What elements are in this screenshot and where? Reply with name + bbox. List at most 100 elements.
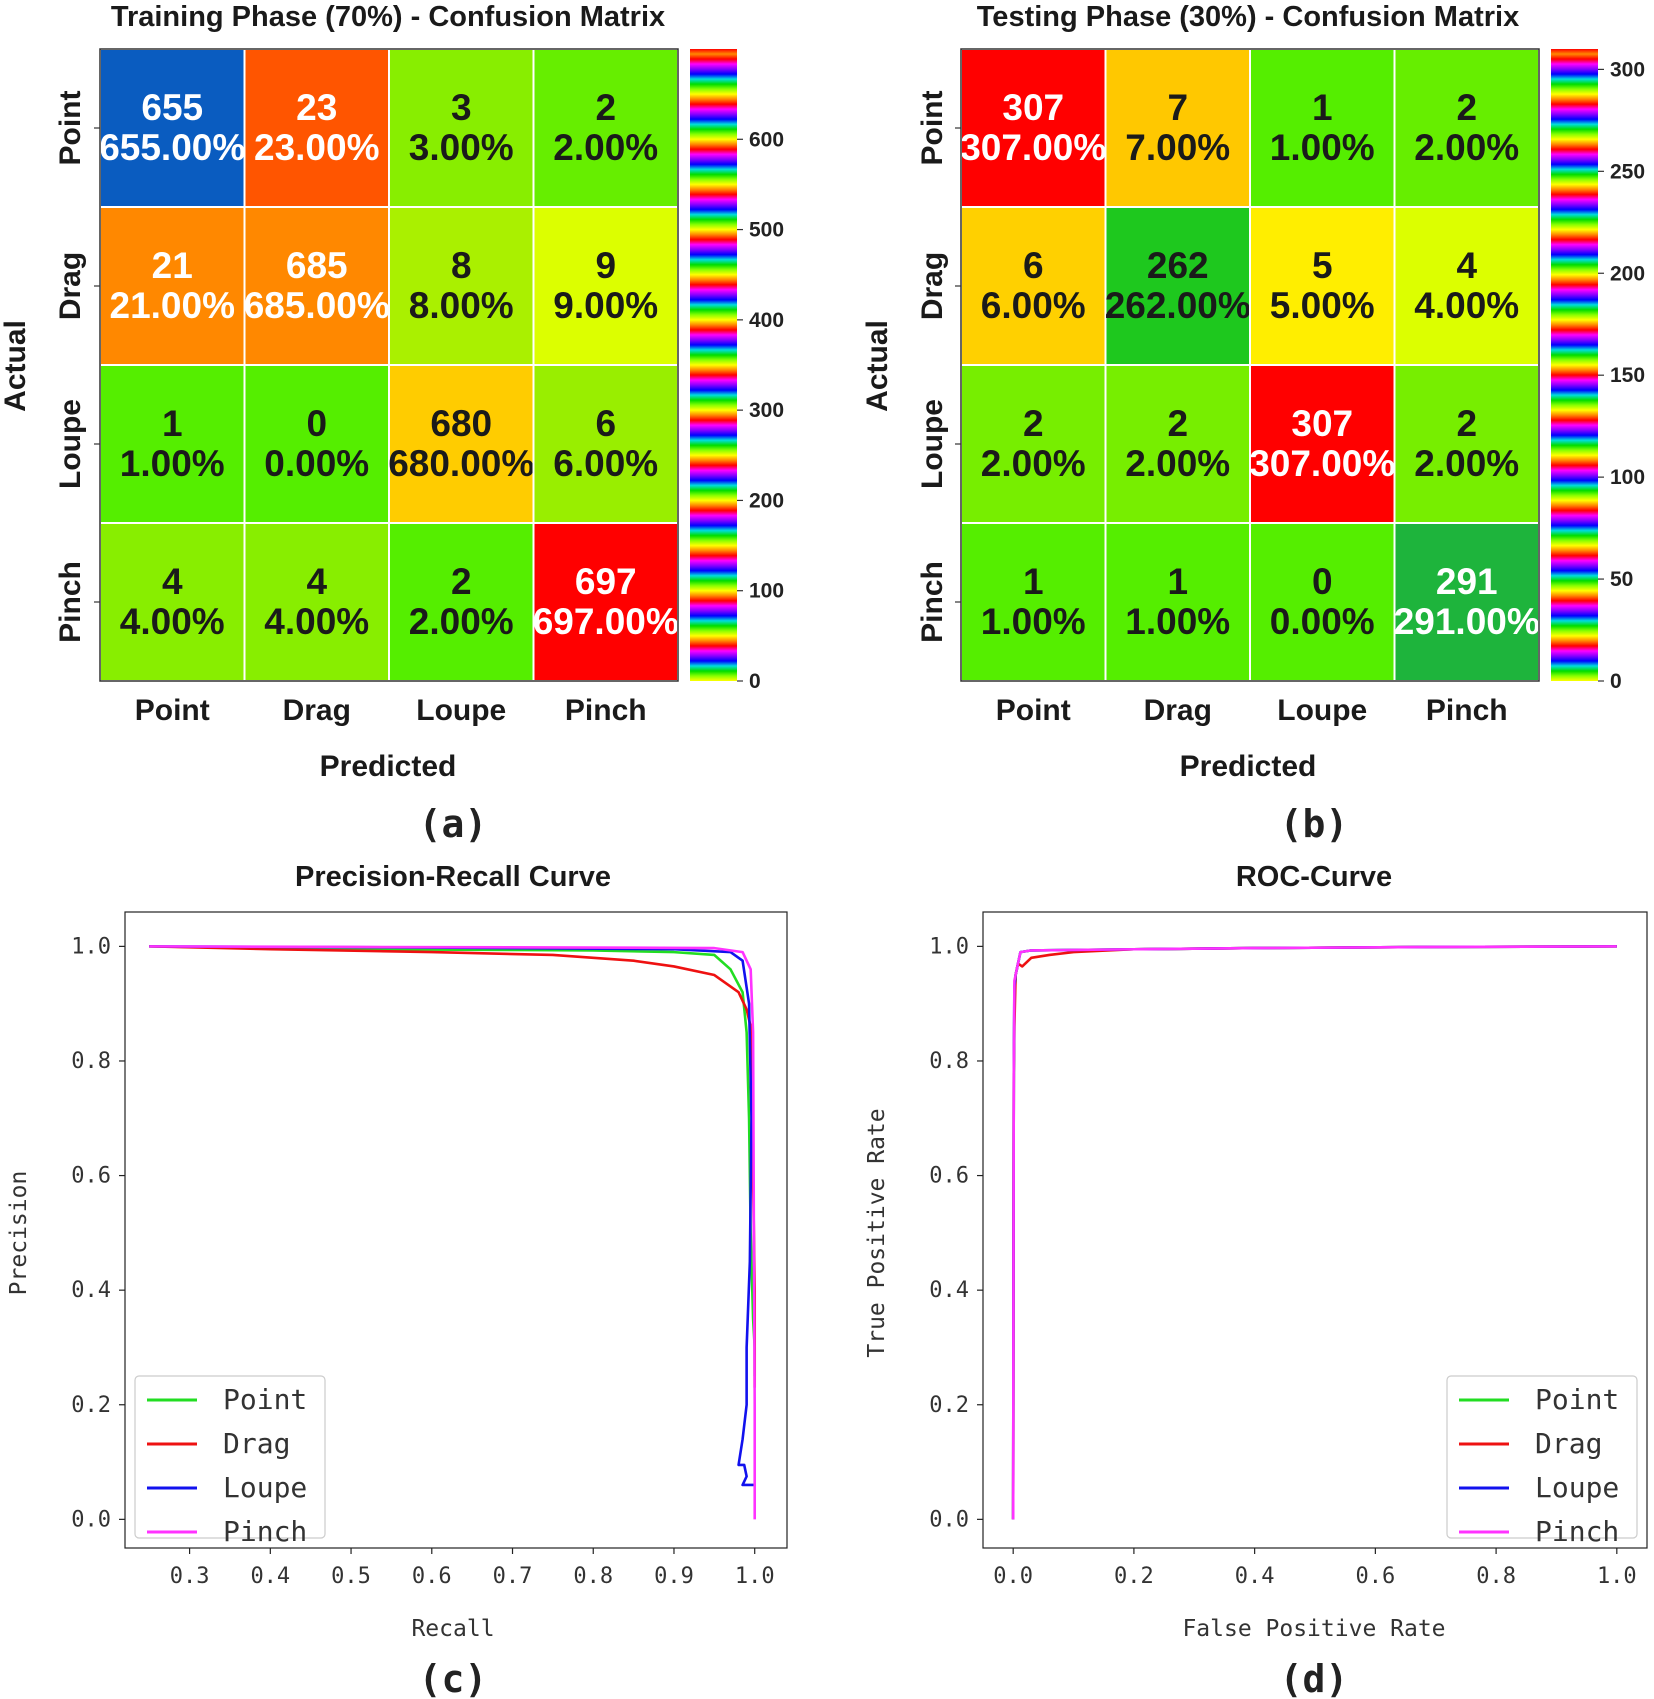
- heatmap-frame: [99, 48, 679, 682]
- y-axis-label-testing: Actual: [861, 320, 894, 412]
- y-tick-label: 0.8: [929, 1049, 969, 1074]
- x-tick-label: Pinch: [1426, 694, 1508, 727]
- x-tick-label: 0.8: [1476, 1564, 1516, 1589]
- colorbar-tick-label: 400: [749, 309, 784, 332]
- x-tick-label: 0.0: [993, 1564, 1033, 1589]
- series-line-loupe: [149, 945, 755, 1487]
- cell-percent-label: 307.00%: [960, 127, 1106, 168]
- cell-count-label: 6: [595, 403, 616, 444]
- cell-percent-label: 9.00%: [553, 285, 658, 326]
- cell-percent-label: 1.00%: [120, 443, 225, 484]
- heatmap-cell: [532, 206, 679, 366]
- colorbar-tick-label: 300: [749, 399, 784, 422]
- cell-percent-label: 8.00%: [409, 285, 514, 326]
- cell-percent-label: 697.00%: [533, 601, 679, 642]
- cell-count-label: 1: [1312, 87, 1333, 128]
- legend: [1446, 1375, 1638, 1539]
- y-tick-label: 1.0: [929, 934, 969, 959]
- heatmap-cell: [1393, 522, 1540, 682]
- y-tick-label: Point: [54, 91, 87, 166]
- legend-label: Drag: [1535, 1427, 1602, 1460]
- x-tick-label: Point: [996, 694, 1071, 727]
- cell-count-label: 4: [1456, 245, 1477, 286]
- colorbar-tick-label: 100: [1610, 466, 1645, 489]
- x-tick-label: Loupe: [416, 694, 506, 727]
- x-tick-label: 0.5: [331, 1564, 371, 1589]
- y-tick-label: 0.2: [71, 1393, 111, 1418]
- cell-percent-label: 4.00%: [1414, 285, 1519, 326]
- heatmap-cell: [243, 48, 390, 208]
- heatmap-cell: [1249, 48, 1396, 208]
- y-tick-label: 0.4: [929, 1278, 969, 1303]
- y-tick-label: 0.6: [929, 1164, 969, 1189]
- y-tick-label: Drag: [54, 252, 87, 320]
- colorbar: [1551, 49, 1598, 681]
- chart-title-training: Training Phase (70%) - Confusion Matrix: [111, 1, 665, 33]
- legend-label: Loupe: [1535, 1471, 1619, 1504]
- legend-label: Pinch: [1535, 1515, 1619, 1548]
- cell-count-label: 2: [1167, 403, 1188, 444]
- colorbar-tick-label: 200: [749, 489, 784, 512]
- x-tick-label: Drag: [283, 694, 351, 727]
- heatmap-cell: [960, 48, 1107, 208]
- confusion-matrix-testing: Testing Phase (30%) - Confusion Matrix P…: [861, 1, 1645, 783]
- cell-percent-label: 0.00%: [264, 443, 369, 484]
- cell-percent-label: 3.00%: [409, 127, 514, 168]
- confusion-matrix-training: Training Phase (70%) - Confusion Matrix …: [0, 1, 784, 783]
- colorbar: [690, 49, 737, 681]
- cell-percent-label: 2.00%: [1414, 443, 1519, 484]
- legend-label: Drag: [223, 1427, 290, 1460]
- cell-count-label: 4: [306, 561, 327, 602]
- panel-label-c: (c): [419, 1657, 488, 1699]
- cell-percent-label: 291.00%: [1394, 601, 1540, 642]
- cell-percent-label: 685.00%: [244, 285, 390, 326]
- cell-count-label: 23: [296, 87, 337, 128]
- heatmap-cell: [243, 364, 390, 524]
- cell-count-label: 21: [152, 245, 193, 286]
- cell-count-label: 0: [1312, 561, 1333, 602]
- cell-percent-label: 7.00%: [1125, 127, 1230, 168]
- x-tick-label: 0.2: [1114, 1564, 1154, 1589]
- x-tick-label: 1.0: [1597, 1564, 1637, 1589]
- legend-label: Point: [1535, 1383, 1619, 1416]
- heatmap-cell: [243, 206, 390, 366]
- x-axis-label-pr: Recall: [411, 1616, 494, 1642]
- cell-percent-label: 307.00%: [1249, 443, 1395, 484]
- cell-count-label: 685: [286, 245, 348, 286]
- y-tick-label: 1.0: [71, 934, 111, 959]
- x-tick-label: 0.6: [412, 1564, 452, 1589]
- legend: [134, 1375, 326, 1539]
- legend-label: Loupe: [223, 1471, 307, 1504]
- heatmap-cell: [532, 522, 679, 682]
- cell-percent-label: 6.00%: [981, 285, 1086, 326]
- heatmap-cell: [532, 364, 679, 524]
- x-tick-label: 0.6: [1355, 1564, 1395, 1589]
- x-tick-label: 0.9: [654, 1564, 694, 1589]
- colorbar-tick-label: 500: [749, 219, 784, 242]
- x-tick-label: 1.0: [735, 1564, 775, 1589]
- cell-count-label: 655: [141, 87, 203, 128]
- heatmap-cell: [99, 48, 246, 208]
- cell-count-label: 2: [1023, 403, 1044, 444]
- cell-percent-label: 2.00%: [409, 601, 514, 642]
- colorbar-tick-label: 200: [1610, 262, 1645, 285]
- cell-count-label: 7: [1167, 87, 1188, 128]
- cell-count-label: 0: [306, 403, 327, 444]
- panel-label-d: (d): [1280, 1657, 1349, 1699]
- legend-label: Pinch: [223, 1515, 307, 1548]
- cell-percent-label: 1.00%: [1125, 601, 1230, 642]
- cell-percent-label: 6.00%: [553, 443, 658, 484]
- series-line-pinch: [149, 945, 757, 1520]
- cell-count-label: 1: [1023, 561, 1044, 602]
- cell-percent-label: 4.00%: [264, 601, 369, 642]
- series-line-pinch: [1011, 945, 1617, 1520]
- cell-percent-label: 1.00%: [981, 601, 1086, 642]
- y-axis-label-roc: True Positive Rate: [864, 1108, 890, 1357]
- cell-percent-label: 655.00%: [99, 127, 245, 168]
- chart-title-roc: ROC-Curve: [1236, 861, 1392, 893]
- cell-count-label: 2: [595, 87, 616, 128]
- roc-chart: ROC-Curve False Positive Rate True Posit…: [864, 861, 1648, 1642]
- cell-percent-label: 2.00%: [1414, 127, 1519, 168]
- y-tick-label: 0.0: [929, 1507, 969, 1532]
- colorbar-tick-label: 150: [1610, 364, 1645, 387]
